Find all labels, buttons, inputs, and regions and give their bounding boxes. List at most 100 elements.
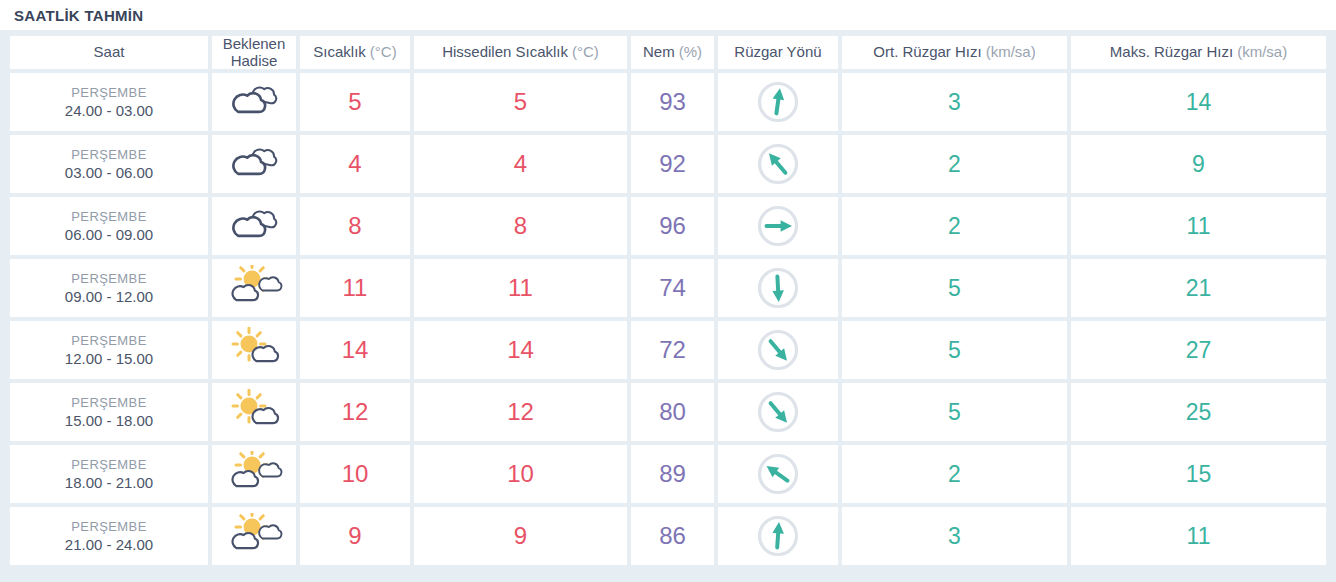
humidity-value: 80 (631, 383, 714, 441)
avg-wind-speed-value: 5 (842, 321, 1067, 379)
temperature-value: 14 (300, 321, 410, 379)
day-label: PERŞEMBE (71, 395, 146, 410)
temperature-value: 5 (300, 73, 410, 131)
time-range-label: 09.00 - 12.00 (65, 288, 153, 305)
feels-like-value: 5 (414, 73, 627, 131)
sun-clouds-icon (222, 451, 286, 497)
section-titlebar: SAATLİK TAHMİN (0, 0, 1336, 30)
expected-condition-cell (212, 135, 296, 193)
expected-condition-cell (212, 445, 296, 503)
day-label: PERŞEMBE (71, 519, 146, 534)
column-header-hissedilen-sicaklik: Hissedilen Sıcaklık(°C) (414, 36, 627, 69)
humidity-value: 93 (631, 73, 714, 131)
day-label: PERŞEMBE (71, 333, 146, 348)
expected-condition-cell (212, 383, 296, 441)
avg-wind-speed-value: 5 (842, 383, 1067, 441)
wind-arrow-up-left-icon (756, 142, 800, 186)
max-wind-speed-value: 15 (1071, 445, 1326, 503)
wind-arrow-down-right-icon (756, 390, 800, 434)
wind-direction-cell (718, 321, 838, 379)
day-label: PERŞEMBE (71, 85, 146, 100)
temperature-value: 4 (300, 135, 410, 193)
max-wind-speed-value: 25 (1071, 383, 1326, 441)
expected-condition-cell (212, 259, 296, 317)
column-header-beklenen-hadise: Beklenen Hadise (212, 36, 296, 69)
temperature-value: 8 (300, 197, 410, 255)
avg-wind-speed-value: 2 (842, 445, 1067, 503)
wind-arrow-up-icon (756, 80, 800, 124)
time-cell: PERŞEMBE 15.00 - 18.00 (10, 383, 208, 441)
max-wind-speed-value: 14 (1071, 73, 1326, 131)
sun-cloud-icon (222, 327, 286, 373)
humidity-value: 74 (631, 259, 714, 317)
column-header-ort-ruzgar-hizi: Ort. Rüzgar Hızı(km/sa) (842, 36, 1067, 69)
humidity-value: 72 (631, 321, 714, 379)
time-cell: PERŞEMBE 24.00 - 03.00 (10, 73, 208, 131)
time-range-label: 24.00 - 03.00 (65, 102, 153, 119)
time-cell: PERŞEMBE 18.00 - 21.00 (10, 445, 208, 503)
time-cell: PERŞEMBE 03.00 - 06.00 (10, 135, 208, 193)
time-cell: PERŞEMBE 09.00 - 12.00 (10, 259, 208, 317)
cloudy-icon (222, 203, 286, 249)
page-title: SAATLİK TAHMİN (14, 7, 143, 24)
time-range-label: 03.00 - 06.00 (65, 164, 153, 181)
wind-direction-cell (718, 259, 838, 317)
time-range-label: 12.00 - 15.00 (65, 350, 153, 367)
time-cell: PERŞEMBE 21.00 - 24.00 (10, 507, 208, 565)
feels-like-value: 10 (414, 445, 627, 503)
temperature-value: 9 (300, 507, 410, 565)
max-wind-speed-value: 9 (1071, 135, 1326, 193)
humidity-value: 96 (631, 197, 714, 255)
wind-arrow-up-left-icon (756, 452, 800, 496)
time-range-label: 21.00 - 24.00 (65, 536, 153, 553)
wind-direction-cell (718, 383, 838, 441)
avg-wind-speed-value: 5 (842, 259, 1067, 317)
max-wind-speed-value: 11 (1071, 197, 1326, 255)
wind-arrow-right-icon (756, 204, 800, 248)
avg-wind-speed-value: 2 (842, 197, 1067, 255)
column-header-ruzgar-yonu: Rüzgar Yönü (718, 36, 838, 69)
day-label: PERŞEMBE (71, 271, 146, 286)
humidity-value: 89 (631, 445, 714, 503)
forecast-table-wrap: Saat Beklenen Hadise Sıcaklık(°C) Hissed… (0, 30, 1336, 565)
wind-direction-cell (718, 445, 838, 503)
wind-direction-cell (718, 135, 838, 193)
max-wind-speed-value: 21 (1071, 259, 1326, 317)
expected-condition-cell (212, 73, 296, 131)
max-wind-speed-value: 11 (1071, 507, 1326, 565)
feels-like-value: 14 (414, 321, 627, 379)
cloudy-icon (222, 141, 286, 187)
column-header-sicaklik: Sıcaklık(°C) (300, 36, 410, 69)
column-header-saat: Saat (10, 36, 208, 69)
wind-arrow-down-right-icon (756, 328, 800, 372)
wind-arrow-up-icon (756, 514, 800, 558)
time-cell: PERŞEMBE 06.00 - 09.00 (10, 197, 208, 255)
temperature-value: 12 (300, 383, 410, 441)
temperature-value: 11 (300, 259, 410, 317)
column-header-nem: Nem(%) (631, 36, 714, 69)
sun-clouds-icon (222, 513, 286, 559)
expected-condition-cell (212, 321, 296, 379)
wind-direction-cell (718, 507, 838, 565)
time-range-label: 06.00 - 09.00 (65, 226, 153, 243)
feels-like-value: 11 (414, 259, 627, 317)
time-range-label: 18.00 - 21.00 (65, 474, 153, 491)
feels-like-value: 9 (414, 507, 627, 565)
temperature-value: 10 (300, 445, 410, 503)
forecast-table: Saat Beklenen Hadise Sıcaklık(°C) Hissed… (10, 36, 1326, 565)
cloudy-icon (222, 79, 286, 125)
max-wind-speed-value: 27 (1071, 321, 1326, 379)
feels-like-value: 8 (414, 197, 627, 255)
column-header-maks-ruzgar-hizi: Maks. Rüzgar Hızı(km/sa) (1071, 36, 1326, 69)
humidity-value: 92 (631, 135, 714, 193)
humidity-value: 86 (631, 507, 714, 565)
expected-condition-cell (212, 507, 296, 565)
time-range-label: 15.00 - 18.00 (65, 412, 153, 429)
expected-condition-cell (212, 197, 296, 255)
time-cell: PERŞEMBE 12.00 - 15.00 (10, 321, 208, 379)
sun-clouds-icon (222, 265, 286, 311)
day-label: PERŞEMBE (71, 209, 146, 224)
wind-direction-cell (718, 197, 838, 255)
wind-direction-cell (718, 73, 838, 131)
sun-cloud-icon (222, 389, 286, 435)
